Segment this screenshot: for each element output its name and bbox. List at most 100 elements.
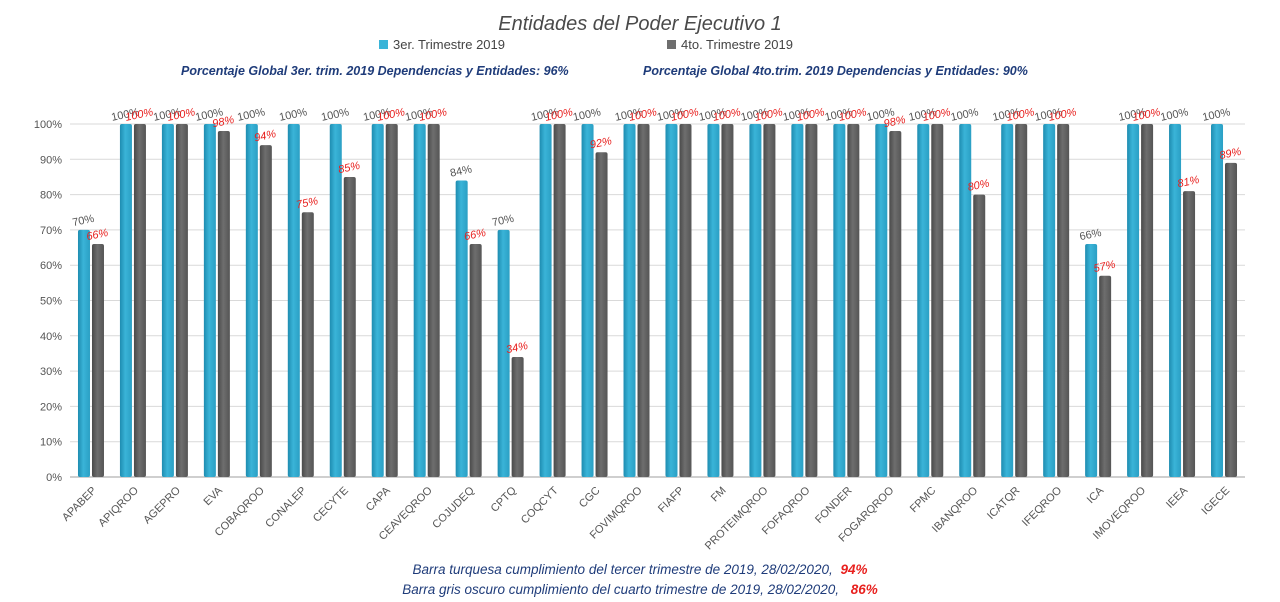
data-label-series2: 100% xyxy=(1048,106,1078,124)
bar-series2 xyxy=(973,194,986,477)
bar-series2 xyxy=(511,356,524,477)
bar-series2 xyxy=(175,124,188,477)
data-label-series1: 100% xyxy=(572,106,602,124)
data-label-series1: 100% xyxy=(1159,106,1189,124)
x-tick-label: CONALEP xyxy=(263,485,309,531)
data-label-series2: 57% xyxy=(1092,259,1116,275)
bar-series2 xyxy=(469,244,482,477)
bar-series2 xyxy=(721,124,734,477)
data-label-series1: 100% xyxy=(194,106,224,124)
data-label-series1: 100% xyxy=(362,106,392,124)
bar-series1 xyxy=(203,124,216,477)
x-tick-label: IGECE xyxy=(1199,485,1232,518)
bar-series2 xyxy=(1225,162,1238,477)
footer-note-3er-value: 94% xyxy=(840,562,867,577)
bar-series2 xyxy=(889,131,902,477)
x-tick-label: IFEQROO xyxy=(1020,484,1065,529)
chart-title: Entidades del Poder Ejecutivo 1 xyxy=(498,13,782,35)
bar-series2 xyxy=(343,176,356,477)
data-label-series2: 66% xyxy=(463,227,487,243)
footer-note-4to-text: Barra gris oscuro cumplimiento del cuart… xyxy=(402,582,839,597)
data-label-series2: 100% xyxy=(418,106,448,124)
footer-note-4to-value: 86% xyxy=(851,582,878,597)
data-label-series1: 100% xyxy=(824,106,854,124)
x-tick-label: FM xyxy=(709,485,729,505)
data-label-series1: 100% xyxy=(740,106,770,124)
legend-swatch-series1 xyxy=(379,40,388,49)
data-label-series2: 98% xyxy=(883,114,907,130)
legend-label-series1: 3er. Trimestre 2019 xyxy=(393,37,505,52)
y-tick-label: 40% xyxy=(40,331,62,343)
x-tick-label: CPTQ xyxy=(489,484,519,514)
data-labels: 70%66%100%100%100%100%100%98% 100%94%100%… xyxy=(71,106,1242,356)
data-label-series1: 100% xyxy=(950,106,980,124)
x-tick-label: CGC xyxy=(577,485,603,511)
bar-series1 xyxy=(413,124,426,477)
bar-series1 xyxy=(245,124,258,477)
bar-series1 xyxy=(77,229,90,477)
data-label-series2: 34% xyxy=(505,340,529,356)
bar-series1 xyxy=(1211,124,1224,477)
bar-series1 xyxy=(665,124,678,477)
y-axis: 0% 10% 20% 30% 40% 50% 60% 70% 80% 90% 100% xyxy=(34,119,62,484)
bar-series2 xyxy=(385,124,398,477)
bar-series2 xyxy=(301,212,314,477)
x-tick-label: IBANQROO xyxy=(930,484,981,535)
data-label-series1: 100% xyxy=(152,106,182,124)
bar-series2 xyxy=(1015,124,1028,477)
data-label-series1: 100% xyxy=(866,106,896,124)
bar-series1 xyxy=(1001,124,1014,477)
bar-series1 xyxy=(287,124,300,477)
bar-series1 xyxy=(329,124,342,477)
bar-series1 xyxy=(455,180,468,478)
bar-series1 xyxy=(623,124,636,477)
bar-series2 xyxy=(847,124,860,477)
bar-series2 xyxy=(679,124,692,477)
x-tick-label: FONDER xyxy=(813,485,854,526)
y-tick-label: 20% xyxy=(40,401,62,413)
bar-series2 xyxy=(763,124,776,477)
data-label-series2: 100% xyxy=(796,106,826,124)
bar-series1 xyxy=(1127,124,1140,477)
data-label-series1: 100% xyxy=(656,106,686,124)
data-label-series1: 70% xyxy=(491,213,515,229)
bar-series1 xyxy=(581,124,594,477)
data-label-series2: 66% xyxy=(85,227,109,243)
y-tick-label: 10% xyxy=(40,437,62,449)
bar-series1 xyxy=(119,124,132,477)
legend-swatch-series2 xyxy=(667,40,676,49)
bar-series2 xyxy=(931,124,944,477)
data-label-series2: 100% xyxy=(670,106,700,124)
data-label-series2: 100% xyxy=(922,106,952,124)
data-label-series2: 100% xyxy=(124,106,154,124)
data-label-series2: 100% xyxy=(166,106,196,124)
data-label-series1: 100% xyxy=(908,106,938,124)
bar-series2 xyxy=(427,124,440,477)
global-note-3er: Porcentaje Global 3er. trim. 2019 Depend… xyxy=(181,64,569,78)
data-label-series2: 100% xyxy=(544,106,574,124)
bars xyxy=(77,124,1238,478)
data-label-series1: 100% xyxy=(698,106,728,124)
global-note-4to: Porcentaje Global 4to.trim. 2019 Depende… xyxy=(643,64,1028,78)
bar-series1 xyxy=(1169,124,1182,477)
bar-series1 xyxy=(749,124,762,477)
bar-series1 xyxy=(959,124,972,477)
data-label-series1: 100% xyxy=(1201,106,1231,124)
x-tick-label: AGEPRO xyxy=(141,484,183,526)
x-tick-label: APABEP xyxy=(60,485,99,524)
footer-note-4to: Barra gris oscuro cumplimiento del cuart… xyxy=(402,582,878,597)
bar-series2 xyxy=(805,124,818,477)
bar-series1 xyxy=(875,124,888,477)
data-label-series2: 75% xyxy=(295,195,319,211)
data-label-series2: 100% xyxy=(838,106,868,124)
x-tick-label: ICA xyxy=(1085,484,1107,506)
data-label-series1: 100% xyxy=(614,106,644,124)
data-label-series1: 100% xyxy=(236,106,266,124)
y-tick-label: 80% xyxy=(40,190,62,202)
data-label-series2: 94% xyxy=(253,128,277,144)
footer-note-3er: Barra turquesa cumplimiento del tercer t… xyxy=(412,562,867,577)
data-label-series1: 100% xyxy=(992,106,1022,124)
